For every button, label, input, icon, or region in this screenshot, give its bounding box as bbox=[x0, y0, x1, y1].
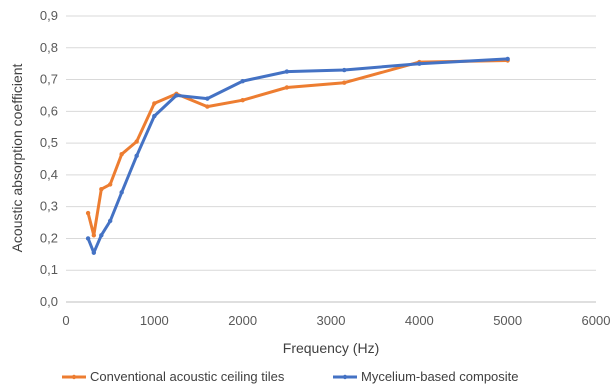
x-tick-label: 1000 bbox=[140, 313, 169, 328]
axes: 0,0 0,1 0,2 0,3 0,4 0,5 0,6 0,7 0,8 0,9 0 1000 2000 3… bbox=[40, 8, 611, 328]
data-point bbox=[152, 101, 157, 106]
data-point bbox=[342, 80, 347, 85]
y-tick-label: 0,6 bbox=[40, 103, 58, 118]
series-line bbox=[86, 59, 510, 237]
series-2 bbox=[85, 56, 510, 255]
legend-marker bbox=[71, 374, 77, 380]
y-tick-label: 0,8 bbox=[40, 40, 58, 55]
y-tick-label: 0,4 bbox=[40, 167, 58, 182]
legend-label: Conventional acoustic ceiling tiles bbox=[90, 369, 285, 384]
data-point bbox=[174, 93, 179, 98]
data-point bbox=[91, 250, 97, 255]
x-tick-label: 4000 bbox=[405, 313, 434, 328]
data-point bbox=[417, 61, 422, 66]
data-point bbox=[99, 233, 104, 238]
y-tick-label: 0,1 bbox=[40, 262, 58, 277]
data-point bbox=[107, 218, 113, 224]
series-line bbox=[86, 57, 510, 255]
data-point bbox=[342, 67, 347, 73]
y-axis-title: Acoustic absorption coefficient bbox=[9, 63, 25, 252]
legend-marker bbox=[342, 374, 348, 380]
data-point bbox=[134, 139, 139, 144]
x-tick-label: 6000 bbox=[582, 313, 611, 328]
y-tick-label: 0,0 bbox=[40, 294, 58, 309]
legend-item: Conventional acoustic ceiling tiles bbox=[62, 369, 285, 384]
data-point bbox=[134, 153, 139, 159]
legend-label: Mycelium-based composite bbox=[361, 369, 519, 384]
data-point bbox=[205, 96, 210, 101]
x-tick-label: 2000 bbox=[228, 313, 257, 328]
gridlines bbox=[66, 15, 596, 271]
data-point bbox=[284, 69, 290, 74]
data-point bbox=[119, 152, 124, 157]
x-tick-label: 3000 bbox=[317, 313, 346, 328]
data-point bbox=[107, 182, 113, 187]
series-1 bbox=[85, 58, 510, 238]
series-lines bbox=[85, 56, 510, 255]
y-tick-label: 0,9 bbox=[40, 8, 58, 23]
x-tick-label: 5000 bbox=[493, 313, 522, 328]
x-axis-title: Frequency (Hz) bbox=[283, 340, 379, 356]
data-point bbox=[99, 186, 104, 192]
data-point bbox=[152, 113, 157, 119]
data-point bbox=[119, 190, 124, 195]
x-tick-label: 0 bbox=[62, 313, 69, 328]
data-point bbox=[240, 78, 245, 84]
data-point bbox=[240, 98, 245, 103]
data-point bbox=[205, 104, 210, 109]
data-point bbox=[284, 85, 290, 90]
legend: Conventional acoustic ceiling tiles Mycel… bbox=[62, 369, 519, 384]
legend-item: Mycelium-based composite bbox=[333, 369, 519, 384]
y-tick-label: 0,3 bbox=[40, 199, 58, 214]
data-point bbox=[85, 236, 91, 241]
y-tick-label: 0,5 bbox=[40, 135, 58, 150]
data-point bbox=[85, 210, 91, 216]
y-tick-label: 0,7 bbox=[40, 72, 58, 87]
data-point bbox=[91, 233, 97, 238]
y-tick-label: 0,2 bbox=[40, 230, 58, 245]
data-point bbox=[505, 56, 510, 62]
